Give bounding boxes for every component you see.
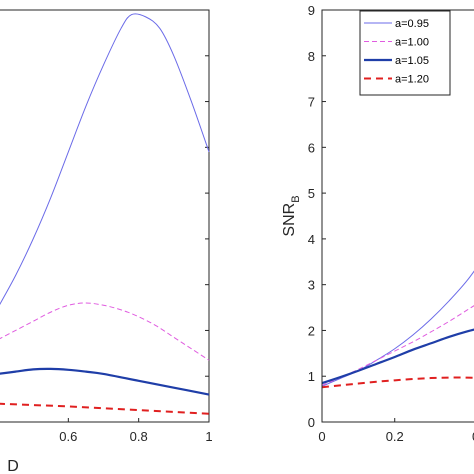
legend-box: [359, 10, 451, 96]
right-plot-frame: [321, 9, 474, 423]
right-y-tick-label: 8: [308, 49, 315, 64]
left-series-line-a100: [0, 302, 210, 361]
right-y-tick-label: 2: [308, 323, 315, 338]
right-y-tick-label: 3: [308, 278, 315, 293]
left-series-line-a105: [0, 367, 210, 396]
right-series-line-a100: [321, 305, 474, 386]
right-series-line-a105: [321, 328, 474, 385]
left-series-line-a120: [0, 402, 210, 415]
right-y-tick-label: 4: [308, 232, 315, 247]
legend-label-a120: a=1.20: [395, 74, 429, 86]
right-y-axis-label: SNRB: [281, 195, 302, 236]
right-x-tick-label: 0: [318, 429, 325, 444]
right-y-tick-label: 9: [308, 3, 315, 18]
left-x-axis-label: D: [7, 458, 19, 474]
legend-label-a100: a=1.00: [395, 37, 429, 49]
right-x-tick-label-clipped: 0: [472, 429, 474, 444]
right-y-tick-label: 1: [308, 369, 315, 384]
right-y-tick-label: 6: [308, 140, 315, 155]
right-series-line-a120: [321, 376, 474, 389]
left-x-tick-label: 1: [205, 429, 212, 444]
legend-label-a105: a=1.05: [395, 55, 429, 67]
left-plot-panel: 0.6 0.8 1 D: [0, 9, 213, 474]
right-y-tick-label: 5: [308, 186, 315, 201]
legend: a=0.95 a=1.00 a=1.05 a=1.20: [359, 10, 451, 96]
right-x-tick-label: 0.2: [386, 429, 404, 444]
right-y-tick-label: 7: [308, 95, 315, 110]
right-y-axis-label-subscript: B: [290, 195, 302, 202]
left-plot-frame: [0, 9, 210, 423]
right-y-tick-label: 0: [308, 415, 315, 430]
left-x-tick-label: 0.8: [130, 429, 148, 444]
legend-label-a095: a=0.95: [395, 18, 429, 30]
left-x-tick-label: 0.6: [59, 429, 77, 444]
right-y-axis-label-main: SNR: [281, 203, 298, 237]
left-series-line-a095: [0, 13, 210, 305]
